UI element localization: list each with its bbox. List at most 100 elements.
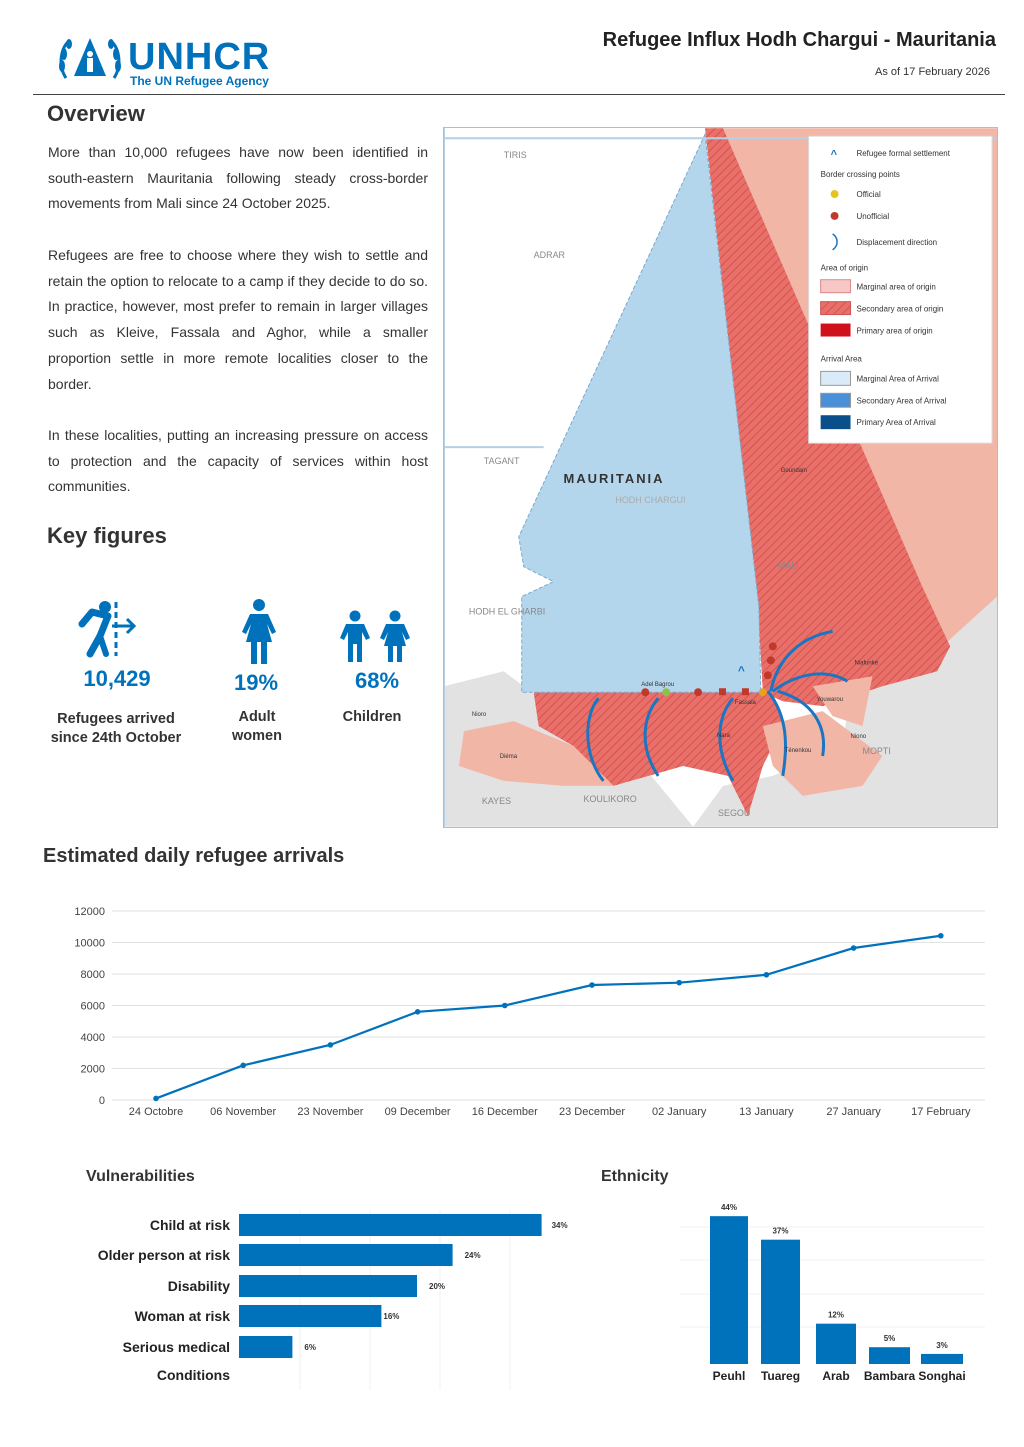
- refugees-arrived-label: Refugees arrived since 24th October: [50, 711, 182, 746]
- category-label: Older person at risk: [98, 1247, 230, 1263]
- logo-tagline: The UN Refugee Agency: [130, 74, 269, 88]
- map-region-label: HODH CHARGUI: [615, 495, 685, 505]
- data-point: [850, 945, 857, 951]
- overview-paragraph: More than 10,000 refugees have now been …: [48, 144, 428, 212]
- document-date: As of 17 February 2026: [875, 66, 990, 78]
- map-legend: ^ Refugee formal settlement Border cross…: [808, 135, 993, 444]
- data-point: [938, 932, 944, 939]
- overview-heading: Overview: [47, 101, 145, 126]
- x-tick-label: 17 February: [911, 1106, 971, 1118]
- arrivals-chart-title: Estimated daily refugee arrivals: [43, 845, 345, 867]
- bar-value-label: 24%: [465, 1251, 481, 1260]
- y-tick-label: 2000: [81, 1064, 105, 1076]
- x-tick-label: 16 December: [472, 1106, 538, 1118]
- adult-women-value: 19%: [233, 670, 279, 695]
- bar-value-label: 6%: [304, 1343, 316, 1352]
- bar-value-label: 20%: [429, 1282, 445, 1291]
- svg-text:Official: Official: [857, 190, 881, 199]
- refugee-settlement-icon: ^: [738, 663, 745, 677]
- x-tick-label: 02 January: [652, 1106, 707, 1118]
- svg-text:Displacement direction: Displacement direction: [857, 238, 938, 247]
- unofficial-crossing-icon: [768, 642, 777, 651]
- svg-text:Refugee formal settlement: Refugee formal settlement: [857, 149, 951, 158]
- key-figures-heading: Key figures: [47, 523, 167, 548]
- map-label: Goundam: [781, 468, 807, 474]
- category-label: Bambara: [864, 1369, 916, 1383]
- unofficial-crossing-icon: [830, 211, 839, 220]
- unofficial-crossing-icon: [719, 688, 726, 696]
- unofficial-crossing-icon: [641, 688, 650, 697]
- children-label: Children: [342, 709, 402, 725]
- svg-text:Arrival Area: Arrival Area: [821, 354, 863, 363]
- map-label: Niono: [851, 734, 867, 740]
- map-label: ADRAR: [534, 250, 566, 260]
- x-tick-label: 27 January: [826, 1106, 881, 1118]
- category-label: Serious medical: [123, 1339, 230, 1355]
- map-label: MOPTI: [862, 746, 890, 756]
- unofficial-crossing-icon: [763, 671, 772, 680]
- official-crossing-icon: [830, 190, 839, 199]
- data-point: [153, 1095, 159, 1102]
- vulnerability-bar: [239, 1275, 417, 1297]
- category-label: Conditions: [157, 1367, 230, 1383]
- map-label: Fassala: [735, 700, 757, 706]
- unofficial-crossing-icon: [741, 688, 749, 696]
- x-tick-label: 06 November: [210, 1106, 276, 1118]
- map-label: Diéma: [500, 754, 518, 760]
- unofficial-crossing-icon: [694, 688, 703, 697]
- document-title: Refugee Influx Hodh Chargui - Mauritania: [602, 29, 996, 51]
- category-label: Child at risk: [150, 1217, 230, 1233]
- svg-text:Unofficial: Unofficial: [857, 212, 890, 221]
- map-label: KAYES: [482, 796, 511, 806]
- svg-text:Secondary Area of Arrival: Secondary Area of Arrival: [857, 396, 947, 405]
- marginal-origin-youwarou: [812, 676, 873, 727]
- map-label: TIRIS: [504, 150, 527, 160]
- map-label: Nioro: [472, 712, 487, 718]
- vulnerability-bar: [239, 1305, 382, 1327]
- svg-text:Primary area of origin: Primary area of origin: [857, 327, 933, 336]
- category-label: Songhai: [918, 1369, 965, 1383]
- unhcr-logo-icon: [59, 38, 121, 79]
- y-tick-label: 8000: [81, 969, 105, 981]
- vulnerabilities-title: Vulnerabilities: [86, 1168, 195, 1185]
- svg-text:Area of origin: Area of origin: [821, 264, 868, 273]
- displacement-direction-icon: [586, 629, 849, 782]
- map-label: HODH EL GHARBI: [469, 607, 545, 617]
- x-tick-label: 13 January: [739, 1106, 794, 1118]
- children-value: 68%: [354, 668, 400, 693]
- official-crossing-icon: [662, 688, 671, 697]
- adult-women-label: Adult women: [232, 709, 282, 744]
- ethnicity-bar: [869, 1347, 910, 1364]
- woman-icon: [242, 599, 276, 664]
- data-point: [676, 979, 682, 986]
- data-point: [327, 1042, 334, 1048]
- map-country-label: MAURITANIA: [564, 471, 665, 486]
- x-tick-label: 23 November: [297, 1106, 363, 1118]
- ethnicity-bar: [921, 1353, 963, 1364]
- map-label: Youwarou: [817, 697, 843, 703]
- x-tick-label: 09 December: [385, 1106, 451, 1118]
- y-tick-label: 12000: [74, 906, 105, 918]
- category-label: Disability: [168, 1278, 230, 1294]
- overview-paragraph: Refugees are free to choose where they w…: [48, 247, 428, 392]
- bar-value-label: 16%: [383, 1312, 399, 1321]
- bar-value-label: 5%: [884, 1334, 896, 1343]
- svg-text:Primary Area of Arrival: Primary Area of Arrival: [857, 418, 936, 427]
- category-label: Woman at risk: [135, 1308, 231, 1324]
- bar-value-label: 3%: [936, 1341, 948, 1350]
- svg-text:Border crossing points: Border crossing points: [821, 170, 900, 179]
- logo-wordmark: UNHCR: [128, 36, 271, 78]
- category-label: Arab: [822, 1369, 849, 1383]
- bar-value-label: 12%: [828, 1311, 844, 1320]
- map-label: TAGANT: [484, 456, 520, 466]
- y-tick-label: 4000: [81, 1032, 105, 1044]
- ethnicity-title: Ethnicity: [601, 1168, 669, 1185]
- border-crossing-points: [641, 642, 777, 697]
- ethnicity-bar: [816, 1323, 856, 1364]
- vulnerability-bar: [239, 1336, 293, 1358]
- data-point: [240, 1062, 246, 1069]
- x-tick-label: 24 Octobre: [129, 1106, 183, 1118]
- category-label: Tuareg: [761, 1369, 800, 1383]
- bar-value-label: 37%: [772, 1227, 788, 1236]
